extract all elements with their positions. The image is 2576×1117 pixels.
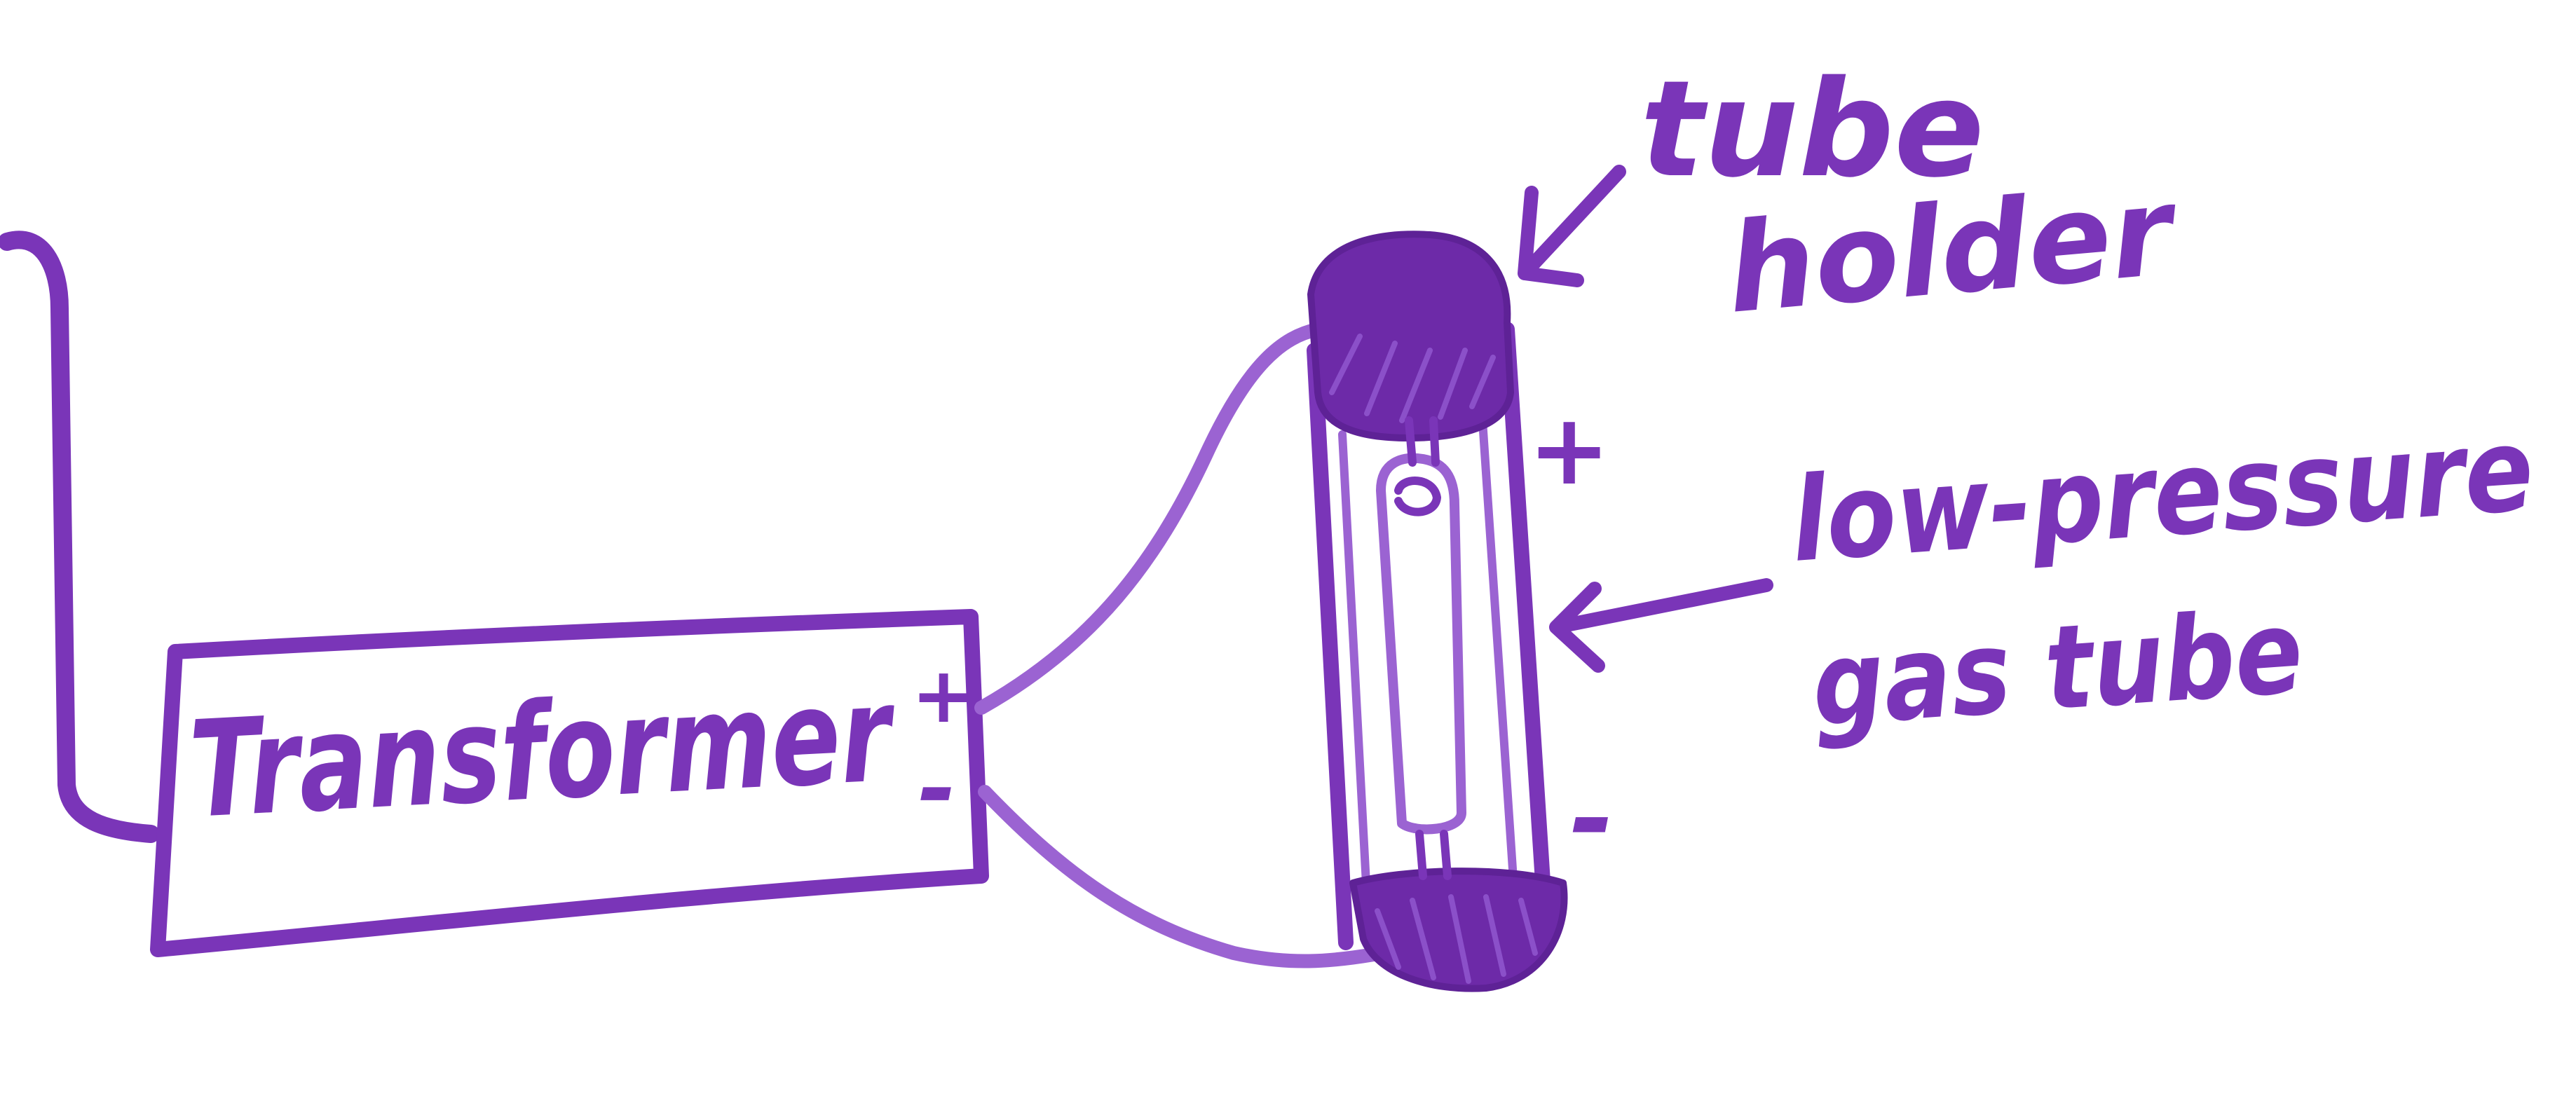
gas-tube-arrow <box>1549 578 1773 673</box>
transformer-box <box>150 609 989 957</box>
tube-holder-inner-frame <box>1338 416 1518 901</box>
tube-holder-frame <box>1307 322 1553 950</box>
power-cord <box>0 231 160 843</box>
gas-tube-label-line1: low-pressure <box>1787 402 2537 587</box>
tube-holder-label-line1: tube <box>1640 52 1984 207</box>
gas-tube-label-line2: gas tube <box>1808 584 2307 753</box>
wire-negative <box>978 785 1381 968</box>
tube-holder-top-cap <box>1307 231 1514 441</box>
transformer-plus-label: + <box>911 650 976 740</box>
transformer-label: Transformer <box>186 656 900 847</box>
transformer-minus-label: - <box>918 735 956 842</box>
tube-plus-label: + <box>1528 393 1610 507</box>
wire-positive <box>974 322 1325 715</box>
tube-minus-label: - <box>1570 758 1614 880</box>
gas-tube <box>1376 453 1466 835</box>
gas-tube-top-electrode <box>1394 416 1441 516</box>
tube-holder-arrow <box>1518 165 1626 287</box>
gas-tube-bottom-electrode <box>1415 830 1452 880</box>
